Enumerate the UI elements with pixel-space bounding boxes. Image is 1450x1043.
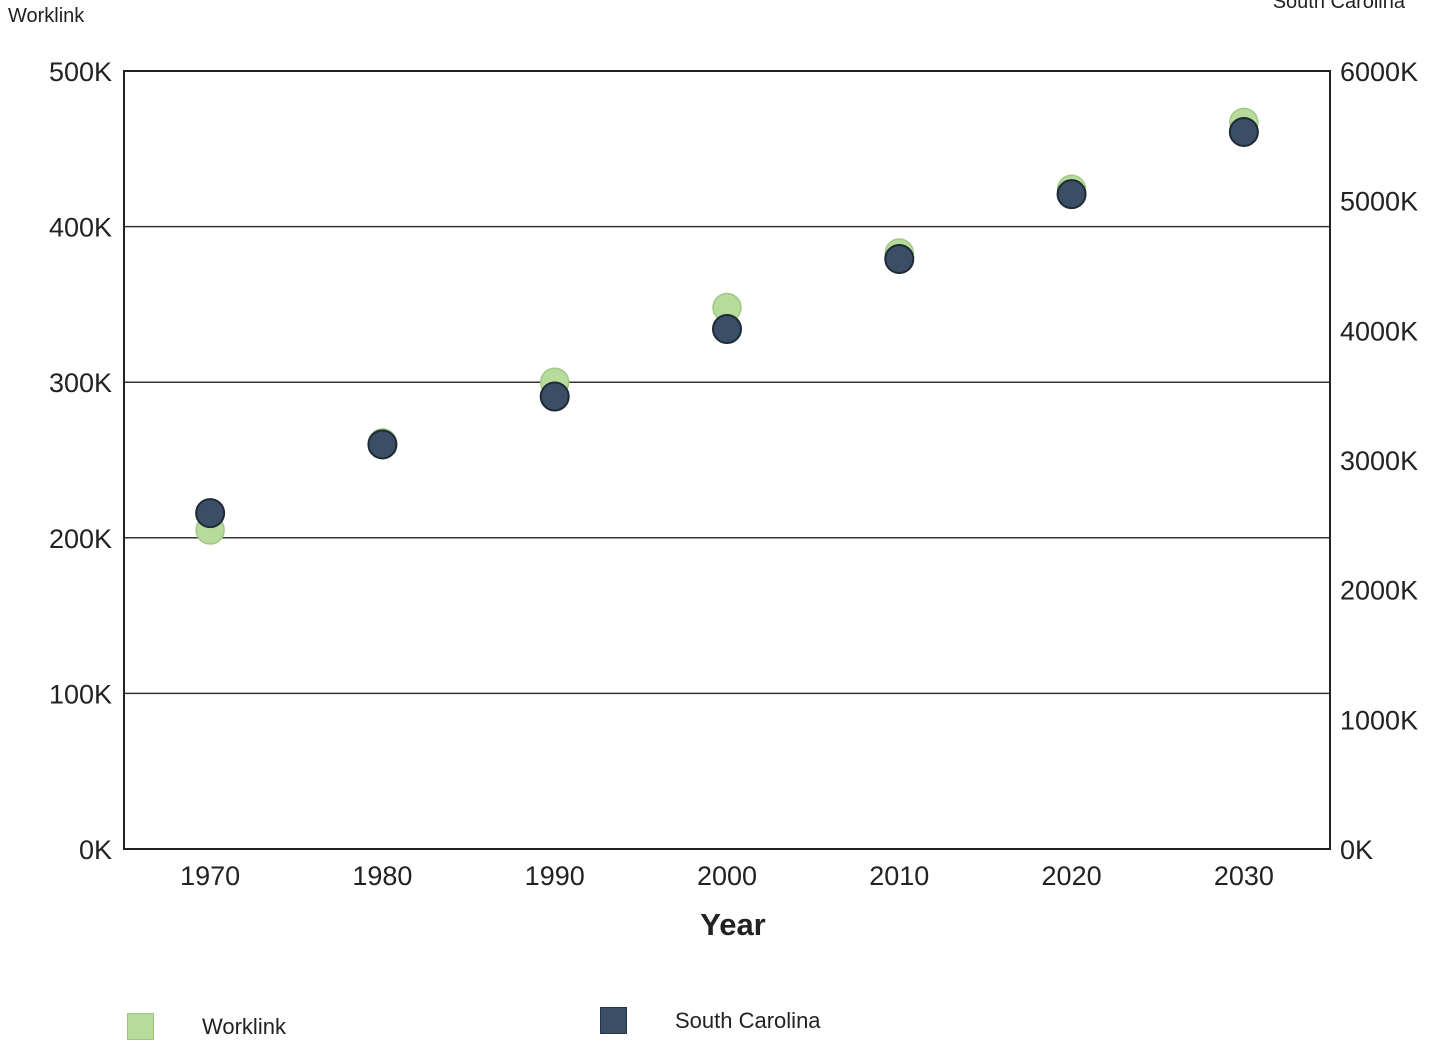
legend-item-south-carolina: South Carolina — [600, 1007, 821, 1034]
x-tick-label: 1990 — [525, 861, 585, 891]
y-left-tick-label: 300K — [49, 368, 112, 398]
south-carolina-point — [712, 314, 742, 345]
south-carolina-point — [1228, 116, 1259, 147]
y-left-tick-label: 200K — [49, 524, 112, 554]
x-axis-title: Year — [700, 907, 766, 942]
y-right-tick-label: 5000K — [1340, 187, 1418, 217]
y-right-tick-label: 3000K — [1340, 446, 1418, 476]
series-south-carolina — [195, 116, 1259, 529]
x-tick-label: 1970 — [180, 861, 240, 891]
legend-swatch-south-carolina — [600, 1007, 627, 1034]
right-axis-title: South Carolina — [1273, 0, 1406, 13]
chart: Worklink South Carolina 0K 100K 200K 300K 40… — [8, 0, 1418, 942]
y-right-tick-label: 2000K — [1340, 576, 1418, 606]
y-left-tick-label: 100K — [49, 679, 112, 709]
y-right-tick-label: 6000K — [1340, 57, 1418, 87]
south-carolina-point — [884, 244, 915, 275]
y-left-ticks: 0K 100K 200K 300K 400K 500K — [49, 57, 112, 865]
legend-label-worklink: Worklink — [202, 1013, 286, 1039]
y-left-tick-label: 500K — [49, 57, 112, 87]
legend-swatch-worklink — [127, 1013, 154, 1040]
y-right-tick-label: 0K — [1340, 835, 1373, 865]
south-carolina-point — [367, 429, 398, 460]
y-right-tick-label: 1000K — [1340, 705, 1418, 735]
plot-frame — [123, 70, 1331, 850]
x-tick-label: 1980 — [352, 861, 412, 891]
south-carolina-point — [1056, 179, 1087, 210]
x-tick-label: 2010 — [869, 861, 929, 891]
y-right-ticks: 0K 1000K 2000K 3000K 4000K 5000K 6000K — [1340, 57, 1418, 865]
y-left-tick-label: 400K — [49, 213, 112, 243]
y-right-tick-label: 4000K — [1340, 316, 1418, 346]
legend-label-south-carolina: South Carolina — [675, 1007, 821, 1033]
x-tick-label: 2020 — [1042, 861, 1102, 891]
x-tick-label: 2000 — [697, 861, 757, 891]
legend-item-worklink: Worklink — [127, 1013, 286, 1040]
x-ticks: 1970 1980 1990 2000 2010 2020 2030 — [180, 861, 1274, 891]
y-left-tick-label: 0K — [79, 835, 112, 865]
left-axis-title: Worklink — [8, 5, 85, 27]
south-carolina-point — [195, 498, 226, 529]
grid-lines — [124, 225, 1330, 695]
x-tick-label: 2030 — [1214, 861, 1274, 891]
south-carolina-point — [539, 381, 570, 412]
